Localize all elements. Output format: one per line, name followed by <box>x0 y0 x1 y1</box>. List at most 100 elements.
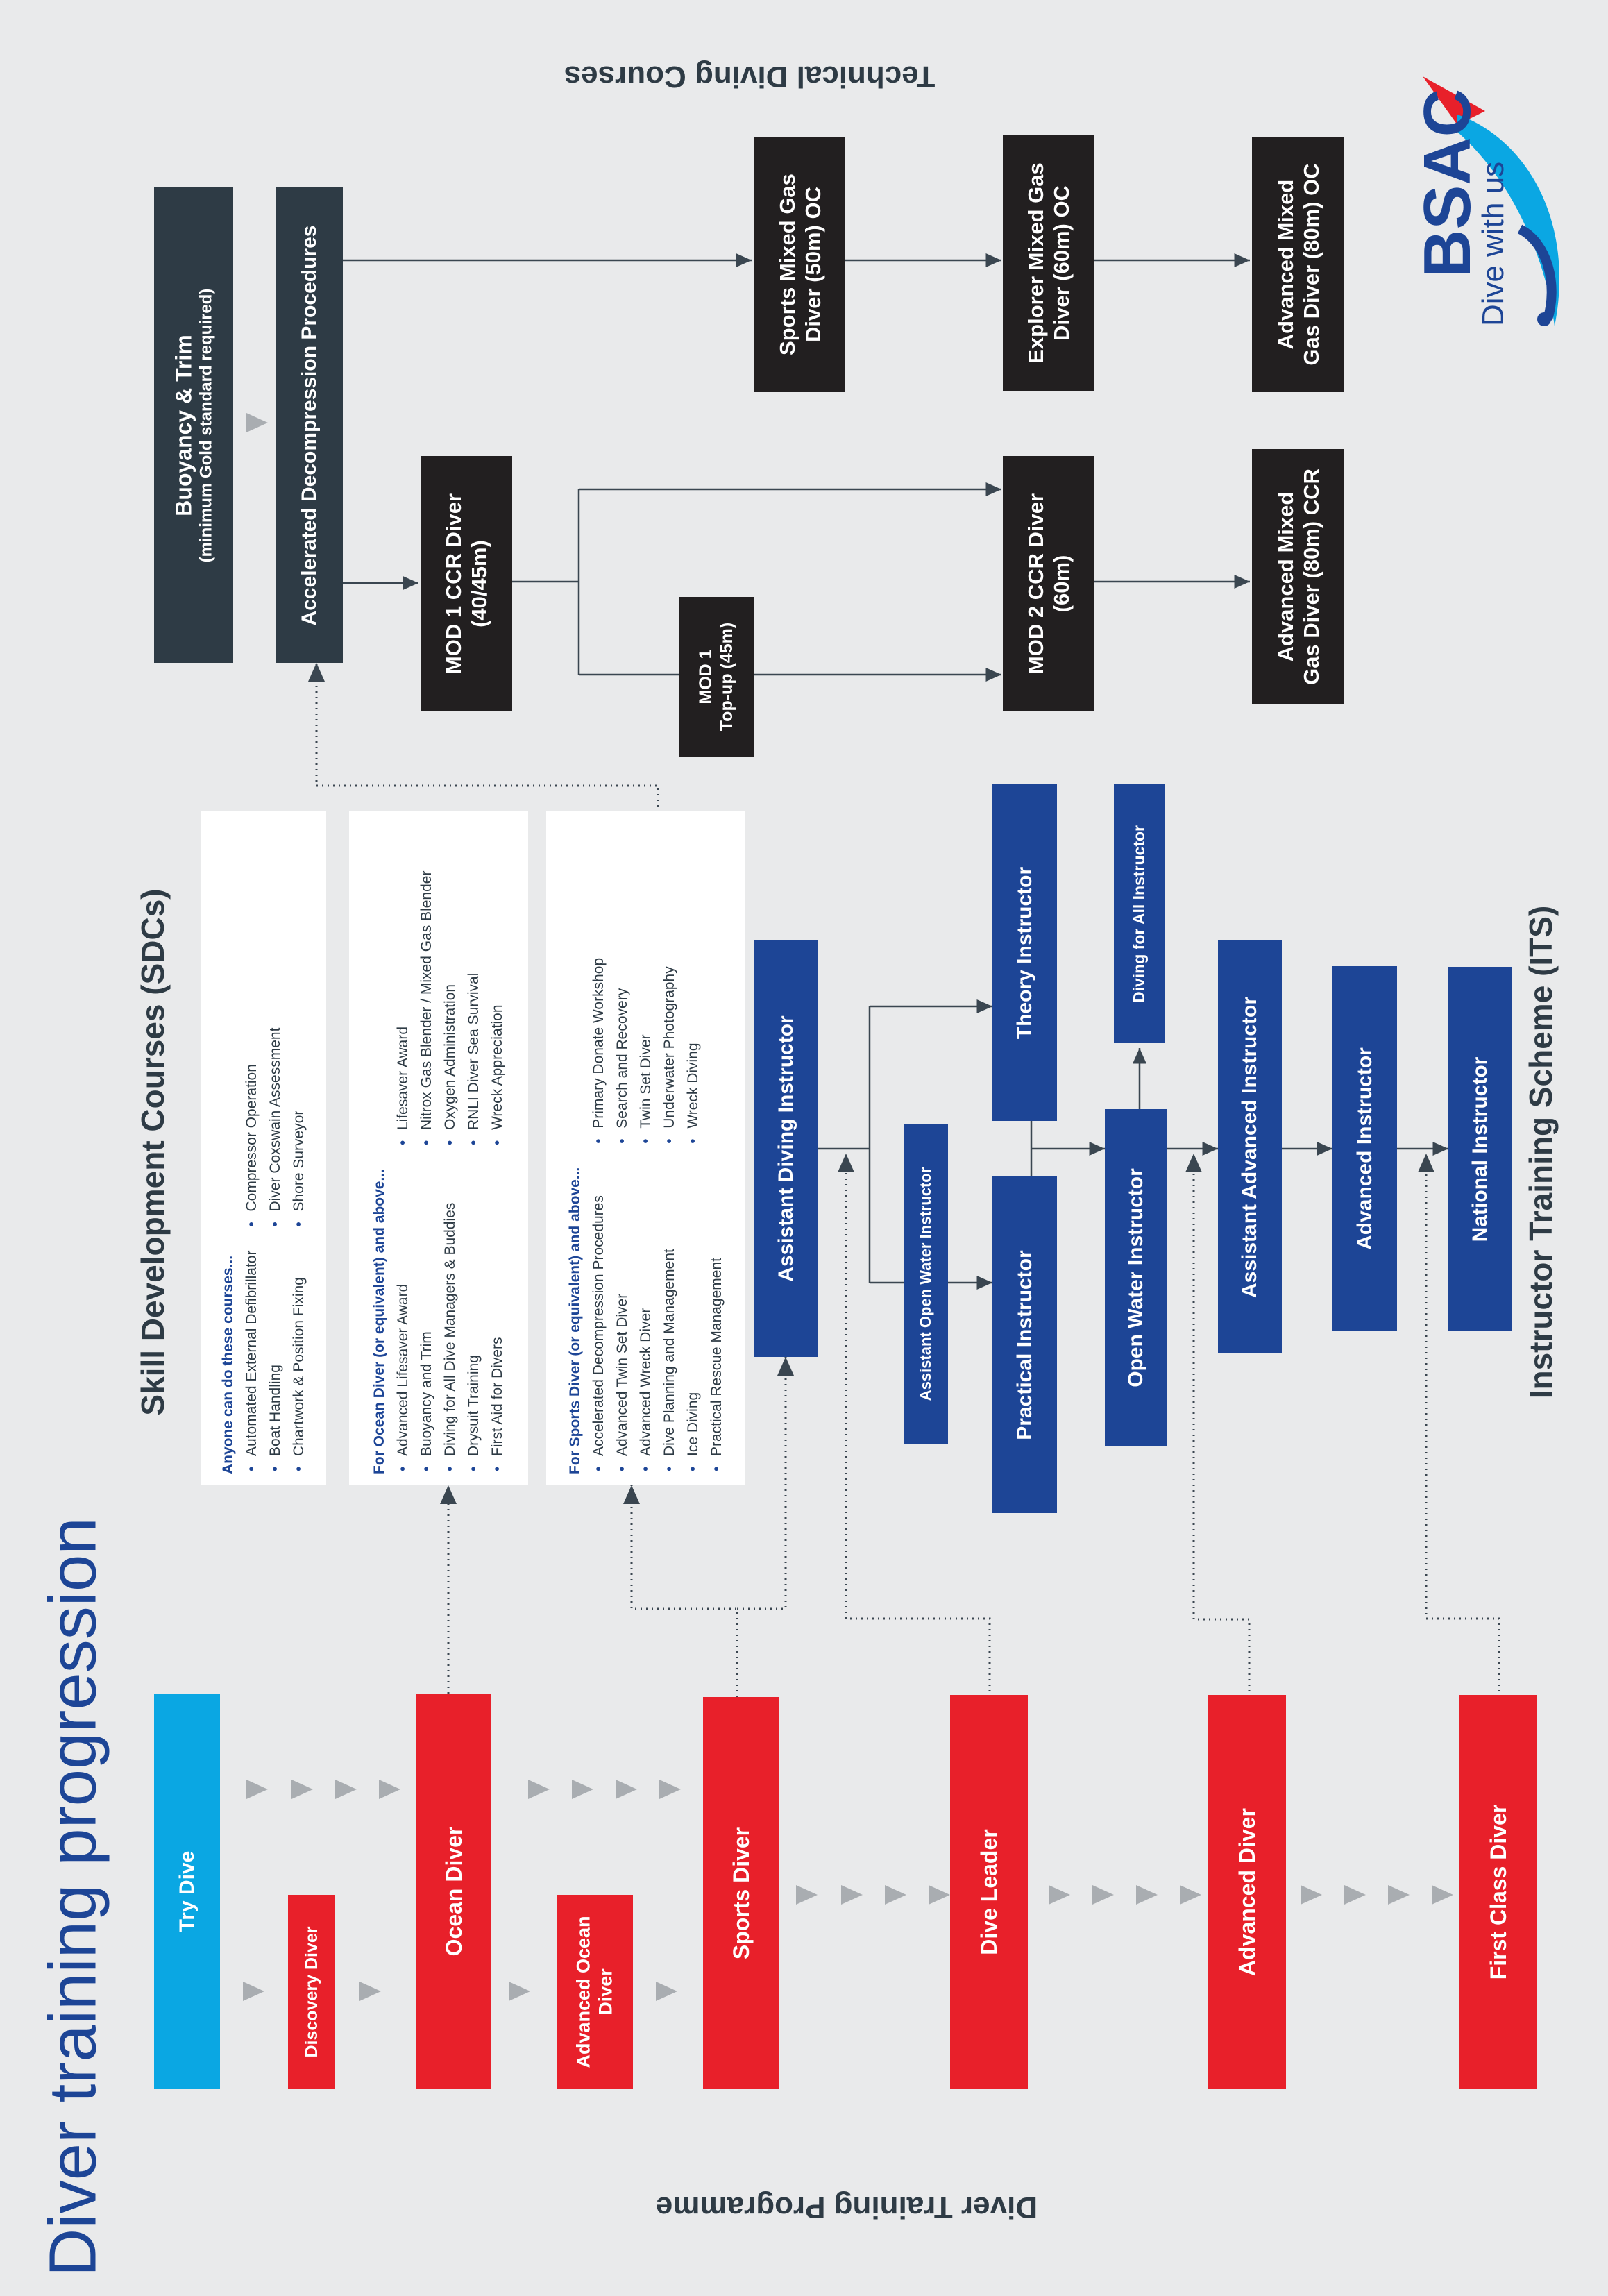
sdc-anyone-col1: Anyone can do these courses... Automated… <box>217 1251 311 1474</box>
discovery-diver-box[interactable]: Discovery Diver <box>288 1895 335 2089</box>
sdc-panel-sports-content: For Sports Diver (or equivalent) and abo… <box>563 822 728 1474</box>
sdc-ocean-heading: For Ocean Diver (or equivalent) and abov… <box>368 1169 391 1474</box>
discovery-diver-label: Discovery Diver <box>302 1926 321 2058</box>
sports-diver-box[interactable]: Sports Diver <box>703 1697 779 2089</box>
sdc-panel-ocean-content: For Ocean Diver (or equivalent) and abov… <box>368 822 509 1474</box>
ocean-diver-box[interactable]: Ocean Diver <box>416 1694 491 2089</box>
sdc-course[interactable]: Twin Set Diver <box>634 958 657 1147</box>
diving-for-all-instructor-label: Diving for All Instructor <box>1129 825 1148 1003</box>
sdc-course[interactable]: Practical Rescue Management <box>705 1167 729 1474</box>
sdc-heading-text: Skill Development Courses (SDCs) <box>135 888 171 1416</box>
logo-tagline: Dive with us <box>1476 162 1510 327</box>
assistant-advanced-instructor-box[interactable]: Assistant Advanced Instructor <box>1218 940 1282 1353</box>
sdc-ocean-heading-level: Ocean Diver <box>371 1361 387 1447</box>
mod1-topup-depth: Top-up (45m) <box>717 622 736 732</box>
mod1-ccr-title: MOD 1 CCR Diver <box>441 493 466 674</box>
sdc-ocean-heading-suffix: (or equivalent) and above... <box>371 1169 387 1362</box>
diving-for-all-instructor-box[interactable]: Diving for All Instructor <box>1114 784 1165 1043</box>
dive-leader-box[interactable]: Dive Leader <box>950 1695 1028 2089</box>
sdc-course[interactable]: Advanced Wreck Diver <box>634 1167 657 1474</box>
sdc-course[interactable]: Nitrox Gas Blender / Mixed Gas Blender <box>415 871 439 1149</box>
practical-instructor-box[interactable]: Practical Instructor <box>992 1176 1057 1513</box>
advanced-diver-box[interactable]: Advanced Diver <box>1208 1695 1286 2089</box>
accelerated-decompression-box[interactable]: Accelerated Decompression Procedures <box>276 187 343 663</box>
explorer-mixed-gas-box[interactable]: Explorer Mixed Gas Diver (60m) OC <box>1003 135 1094 391</box>
mod2-ccr-depth: (60m) <box>1049 555 1074 612</box>
assistant-open-water-instructor-box[interactable]: Assistant Open Water Instructor <box>904 1124 948 1444</box>
advanced-instructor-label: Advanced Instructor <box>1353 1047 1376 1250</box>
theory-instructor-box[interactable]: Theory Instructor <box>992 784 1057 1121</box>
sdc-ocean-col2: . Lifesaver Award Nitrox Gas Blender / M… <box>368 871 509 1149</box>
open-water-instructor-box[interactable]: Open Water Instructor <box>1105 1109 1167 1446</box>
sdc-course[interactable]: Drysuit Training <box>462 1169 486 1474</box>
mod1-ccr-box[interactable]: MOD 1 CCR Diver (40/45m) <box>421 456 512 711</box>
sdc-course[interactable]: Lifesaver Award <box>391 871 415 1149</box>
technical-heading: Technical Diving Courses <box>514 56 985 97</box>
advanced-mixed-gas-ccr-depth: Gas Diver (80m) CCR <box>1298 469 1323 685</box>
sdc-course[interactable]: Advanced Twin Set Diver <box>610 1167 634 1474</box>
sdc-course[interactable]: Buoyancy and Trim <box>415 1169 439 1474</box>
sdc-anyone-heading: Anyone can do these courses... <box>219 1255 236 1474</box>
sdc-course[interactable]: Search and Recovery <box>610 958 634 1147</box>
advanced-diver-label: Advanced Diver <box>1234 1808 1260 1976</box>
sdc-panel-anyone: Anyone can do these courses... Automated… <box>201 811 326 1485</box>
explorer-mixed-gas-depth: Diver (60m) OC <box>1049 185 1074 341</box>
sdc-course[interactable]: Wreck Diving <box>682 958 705 1147</box>
advanced-instructor-box[interactable]: Advanced Instructor <box>1332 966 1397 1331</box>
sdc-panel-ocean: For Ocean Diver (or equivalent) and abov… <box>349 811 528 1485</box>
mod1-ccr-label: MOD 1 CCR Diver (40/45m) <box>441 466 492 702</box>
sdc-course[interactable]: Boat Handling <box>264 1251 287 1474</box>
sdc-sports-heading-level: Sports Diver <box>566 1360 583 1447</box>
sdc-course[interactable]: Underwater Photography <box>658 958 682 1147</box>
sdc-course[interactable]: Diver Coxswain Assessment <box>264 1028 287 1230</box>
sdc-panel-anyone-content: Anyone can do these courses... Automated… <box>217 822 311 1474</box>
sdc-course[interactable]: Wreck Appreciation <box>486 871 509 1149</box>
its-heading: Instructor Training Scheme (ITS) <box>1520 861 1562 1444</box>
programme-heading-text: Diver Training Programme <box>655 2191 1038 2225</box>
sdc-course[interactable]: Accelerated Decompression Procedures <box>586 1167 610 1474</box>
advanced-mixed-gas-ccr-box[interactable]: Advanced Mixed Gas Diver (80m) CCR <box>1252 449 1344 704</box>
advanced-mixed-gas-oc-title: Advanced Mixed <box>1273 179 1298 350</box>
buoyancy-trim-box[interactable]: Buoyancy & Trim (minimum Gold standard r… <box>154 187 233 663</box>
sports-diver-label: Sports Diver <box>728 1827 754 1959</box>
advanced-ocean-diver-box[interactable]: Advanced Ocean Diver <box>557 1895 633 2089</box>
advanced-mixed-gas-oc-depth: Gas Diver (80m) OC <box>1298 163 1323 366</box>
technical-heading-text: Technical Diving Courses <box>564 60 936 94</box>
its-heading-text: Instructor Training Scheme (ITS) <box>1523 905 1559 1399</box>
sdc-course[interactable]: Shore Surveyor <box>287 1028 311 1230</box>
sdc-course[interactable]: Dive Planning and Management <box>658 1167 682 1474</box>
sdc-course[interactable]: Automated External Defibrillator <box>240 1251 264 1474</box>
first-class-diver-box[interactable]: First Class Diver <box>1459 1695 1537 2089</box>
try-dive-box[interactable]: Try Dive <box>154 1694 220 2089</box>
sdc-course[interactable]: Chartwork & Position Fixing <box>287 1251 311 1474</box>
sdc-sports-heading-prefix: For <box>566 1446 583 1474</box>
sdc-course[interactable]: Oxygen Administration <box>439 871 462 1149</box>
national-instructor-label: National Instructor <box>1469 1056 1491 1242</box>
sdc-course[interactable]: First Aid for Divers <box>486 1169 509 1474</box>
sports-mixed-gas-box[interactable]: Sports Mixed Gas Diver (50m) OC <box>754 137 845 392</box>
sdc-course[interactable]: Ice Diving <box>682 1167 705 1474</box>
main-title: Diver training progression <box>28 1319 118 2277</box>
mod1-topup-box[interactable]: MOD 1 Top-up (45m) <box>679 597 754 757</box>
sdc-course[interactable]: RNLI Diver Sea Survival <box>462 871 486 1149</box>
first-class-diver-label: First Class Diver <box>1485 1804 1511 1980</box>
explorer-mixed-gas-title: Explorer Mixed Gas <box>1023 162 1048 364</box>
sdc-course[interactable]: Compressor Operation <box>240 1028 264 1230</box>
sdc-sports-col2: . Primary Donate Workshop Search and Rec… <box>563 958 728 1147</box>
sdc-panel-sports: For Sports Diver (or equivalent) and abo… <box>546 811 745 1485</box>
sports-mixed-gas-title: Sports Mixed Gas <box>775 174 799 355</box>
assistant-diving-instructor-box[interactable]: Assistant Diving Instructor <box>754 940 818 1357</box>
sdc-ocean-col1: For Ocean Diver (or equivalent) and abov… <box>368 1169 509 1474</box>
sdc-course[interactable]: Primary Donate Workshop <box>586 958 610 1147</box>
sdc-course[interactable]: Diving for All Dive Managers & Buddies <box>439 1169 462 1474</box>
advanced-mixed-gas-oc-label: Advanced Mixed Gas Diver (80m) OC <box>1272 146 1323 382</box>
advanced-mixed-gas-oc-box[interactable]: Advanced Mixed Gas Diver (80m) OC <box>1252 137 1344 392</box>
national-instructor-box[interactable]: National Instructor <box>1448 967 1512 1331</box>
ocean-diver-label: Ocean Diver <box>441 1826 466 1957</box>
mod2-ccr-box[interactable]: MOD 2 CCR Diver (60m) <box>1003 456 1094 711</box>
sdc-course[interactable]: Advanced Lifesaver Award <box>391 1169 415 1474</box>
dive-leader-label: Dive Leader <box>976 1829 1001 1955</box>
sdc-heading: Skill Development Courses (SDCs) <box>132 840 174 1464</box>
assistant-open-water-instructor-label: Assistant Open Water Instructor <box>916 1167 934 1401</box>
